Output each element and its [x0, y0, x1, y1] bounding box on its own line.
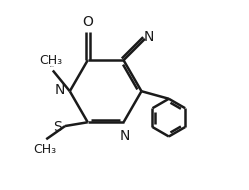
Text: N: N [144, 30, 154, 44]
Text: methyl: methyl [50, 66, 54, 67]
Text: O: O [82, 14, 93, 28]
Text: S: S [53, 120, 62, 134]
Text: CH₃: CH₃ [39, 54, 62, 67]
Text: N: N [55, 83, 65, 97]
Text: CH₃: CH₃ [34, 143, 57, 156]
Text: N: N [119, 129, 130, 143]
